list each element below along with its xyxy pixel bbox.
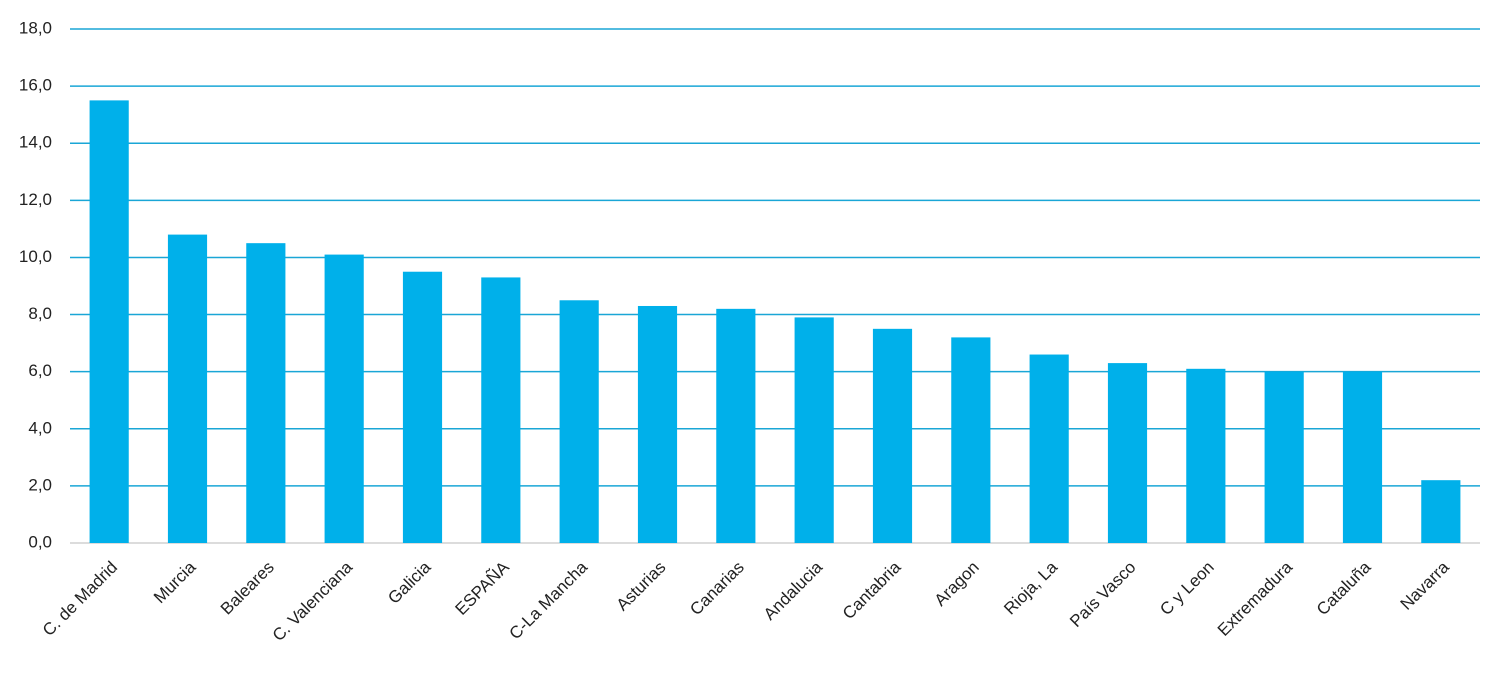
bar bbox=[1107, 363, 1148, 543]
x-tick-label: Canarias bbox=[686, 558, 748, 620]
bar bbox=[872, 328, 913, 543]
x-tick-label: C-La Mancha bbox=[506, 557, 592, 643]
y-tick-label: 12,0 bbox=[19, 190, 52, 209]
x-tick-label: País Vasco bbox=[1066, 558, 1139, 631]
bar bbox=[324, 254, 364, 544]
x-tick-label: Cantabria bbox=[839, 557, 905, 623]
x-tick-label: Cataluña bbox=[1313, 557, 1375, 619]
bar bbox=[402, 271, 443, 543]
x-tick-label: Galicia bbox=[384, 557, 435, 608]
x-tick-label: Extremadura bbox=[1214, 557, 1297, 640]
bar bbox=[89, 100, 129, 543]
bar bbox=[1029, 354, 1069, 543]
x-tick-label: Murcia bbox=[150, 557, 200, 607]
x-tick-label: C. Valenciana bbox=[269, 557, 357, 645]
bar bbox=[1186, 368, 1226, 543]
bar bbox=[1421, 480, 1461, 543]
bar bbox=[637, 305, 678, 543]
bar bbox=[559, 300, 599, 543]
x-tick-label: Rioja, La bbox=[1000, 557, 1061, 618]
bar bbox=[246, 243, 286, 543]
bar bbox=[951, 337, 991, 543]
y-tick-label: 0,0 bbox=[28, 532, 52, 551]
y-tick-label: 4,0 bbox=[28, 418, 52, 437]
y-tick-label: 18,0 bbox=[19, 18, 52, 37]
bar bbox=[1342, 371, 1383, 543]
bar bbox=[481, 277, 521, 543]
x-tick-label: C y Leon bbox=[1156, 558, 1218, 620]
bar bbox=[167, 234, 208, 543]
y-tick-label: 6,0 bbox=[28, 361, 52, 380]
x-tick-label: ESPAÑA bbox=[452, 557, 514, 619]
x-tick-label: Aragon bbox=[931, 558, 983, 610]
bar bbox=[1264, 371, 1304, 543]
x-tick-label: Navarra bbox=[1397, 557, 1454, 614]
x-tick-label: Andalucia bbox=[760, 557, 827, 624]
y-tick-label: 14,0 bbox=[19, 133, 52, 152]
x-tick-label: Asturias bbox=[613, 558, 670, 615]
y-tick-label: 2,0 bbox=[28, 475, 52, 494]
y-tick-label: 10,0 bbox=[19, 247, 52, 266]
x-tick-label: C. de Madrid bbox=[39, 558, 121, 640]
y-tick-label: 16,0 bbox=[19, 76, 52, 95]
x-tick-label: Baleares bbox=[217, 558, 278, 619]
bar bbox=[794, 317, 834, 543]
y-tick-label: 8,0 bbox=[28, 304, 52, 323]
bar bbox=[716, 308, 756, 543]
